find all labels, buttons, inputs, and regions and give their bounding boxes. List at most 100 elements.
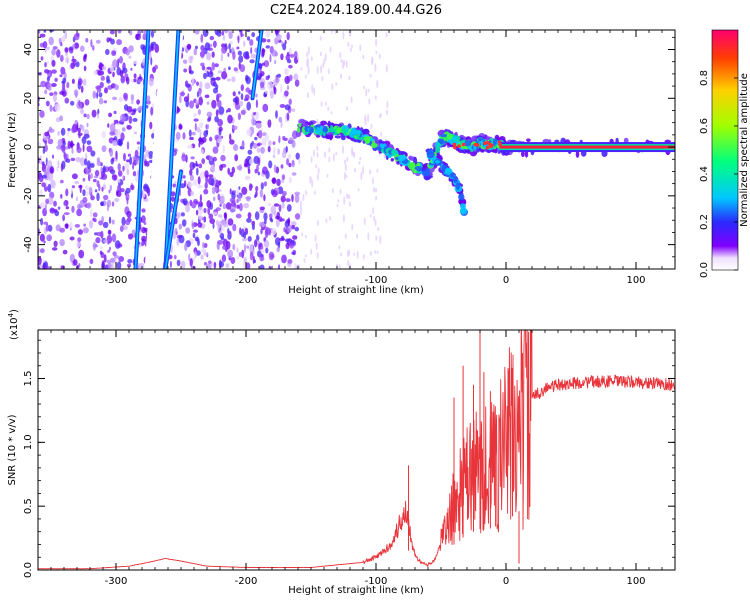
noise-speck (285, 198, 291, 203)
noise-speck (86, 113, 90, 119)
noise-speck (276, 34, 282, 40)
snr-plot-area (38, 330, 675, 570)
noise-speck (216, 93, 222, 98)
noise-speck (112, 139, 117, 147)
noise-speck (101, 171, 105, 178)
y-tick-label: 0.5 (23, 498, 34, 514)
noise-speck (247, 236, 252, 242)
noise-speck (38, 30, 41, 34)
noise-speck (233, 144, 239, 151)
noise-speck (193, 112, 197, 118)
noise-speck (275, 218, 280, 228)
faint-speck (317, 173, 319, 181)
noise-speck (279, 104, 286, 108)
noise-speck (137, 146, 140, 150)
noise-speck (111, 174, 118, 181)
noise-speck (83, 113, 87, 118)
signal-blob (446, 133, 453, 140)
signal-blob (413, 156, 418, 165)
noise-speck (255, 185, 259, 192)
noise-speck (204, 82, 211, 90)
noise-speck (188, 65, 192, 74)
noise-speck (111, 233, 117, 243)
noise-speck (291, 225, 296, 230)
noise-speck (174, 255, 177, 260)
noise-speck (228, 66, 231, 71)
noise-speck (268, 160, 273, 169)
noise-speck (275, 76, 280, 83)
noise-speck (100, 201, 104, 207)
noise-speck (39, 189, 43, 197)
noise-speck (103, 194, 109, 201)
noise-speck (90, 192, 93, 198)
signal-blob (464, 140, 472, 147)
noise-speck (229, 188, 232, 195)
faint-speck (310, 156, 313, 163)
noise-speck (294, 213, 301, 220)
noise-speck (289, 53, 295, 58)
faint-speck (347, 259, 350, 267)
noise-speck (218, 126, 223, 132)
faint-speck (300, 207, 303, 216)
noise-speck (62, 77, 67, 84)
noise-speck (224, 212, 228, 221)
noise-speck (252, 142, 258, 149)
noise-speck (123, 104, 129, 111)
faint-speck (321, 76, 324, 82)
faint-speck (351, 223, 354, 231)
noise-speck (281, 174, 286, 181)
noise-speck (47, 183, 52, 193)
noise-speck (115, 119, 119, 124)
noise-speck (202, 241, 205, 249)
noise-speck (131, 78, 134, 83)
noise-speck (212, 156, 217, 162)
noise-speck (184, 80, 189, 87)
signal-blob (325, 134, 334, 140)
faint-speck (348, 201, 351, 207)
noise-speck (130, 94, 135, 102)
noise-speck (201, 158, 206, 165)
noise-speck (104, 87, 108, 94)
noise-speck (199, 171, 206, 179)
noise-speck (149, 121, 153, 130)
noise-speck (193, 48, 198, 56)
noise-speck (65, 158, 71, 163)
faint-speck (342, 145, 344, 155)
noise-speck (212, 222, 215, 229)
y-tick-label: -40 (23, 236, 34, 252)
noise-speck (198, 141, 201, 148)
noise-speck (271, 177, 277, 185)
x-tick-label: 100 (626, 275, 645, 286)
noise-speck (206, 200, 212, 208)
noise-speck (201, 136, 207, 143)
noise-speck (268, 265, 272, 269)
noise-speck (146, 95, 151, 102)
noise-speck (64, 97, 70, 104)
faint-speck (298, 158, 301, 165)
noise-speck (87, 173, 91, 182)
signal-blob (316, 127, 321, 135)
noise-speck (274, 30, 280, 35)
faint-speck (346, 156, 349, 162)
noise-speck (46, 76, 51, 82)
noise-speck (284, 90, 289, 97)
noise-speck (39, 110, 45, 118)
noise-speck (278, 216, 283, 222)
noise-speck (231, 166, 235, 174)
noise-speck (190, 191, 195, 196)
colorbar-tick-label: 0.2 (699, 214, 710, 230)
noise-speck (44, 203, 47, 212)
signal-blob (309, 126, 314, 134)
noise-speck (181, 154, 187, 162)
noise-speck (276, 178, 281, 187)
noise-speck (106, 259, 111, 264)
noise-speck (58, 37, 62, 45)
faint-speck (320, 101, 323, 107)
noise-speck (69, 236, 75, 241)
noise-speck (184, 243, 188, 252)
noise-speck (256, 147, 261, 153)
faint-speck (342, 214, 345, 223)
faint-speck (307, 66, 310, 75)
noise-speck (78, 263, 81, 268)
